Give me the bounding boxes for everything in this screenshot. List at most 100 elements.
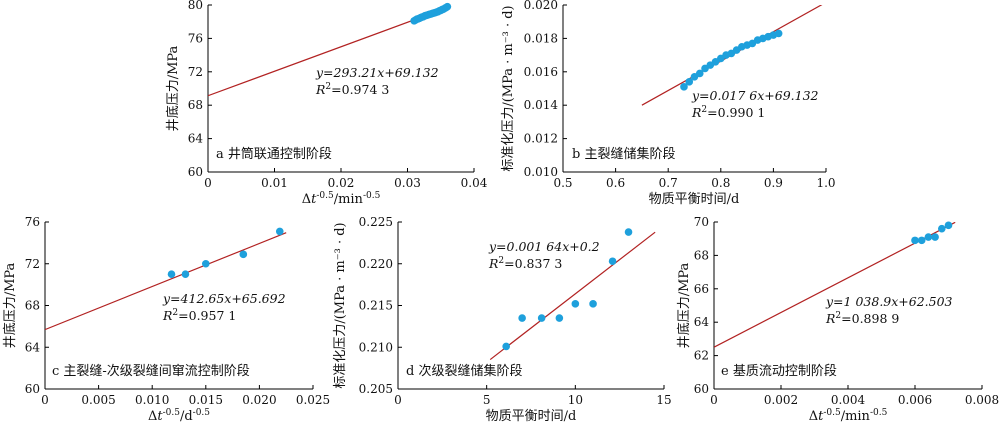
fit-equation: y=293.21x+69.132 [315, 65, 439, 80]
panel-label: c 主裂缝-次级裂缝间窜流控制阶段 [52, 363, 250, 379]
y-tick-label: 0.018 [524, 31, 558, 45]
y-tick-label: 66 [694, 282, 709, 296]
x-tick-label: 5 [483, 393, 491, 407]
y-tick-label: 70 [694, 215, 709, 229]
y-tick-label: 0.210 [359, 340, 393, 354]
x-tick-label: 1.0 [816, 176, 835, 190]
x-tick-label: 0.005 [81, 393, 115, 407]
x-tick-label: 0.002 [764, 393, 798, 407]
data-point [571, 300, 580, 308]
x-tick-label: 0.7 [659, 176, 678, 190]
x-tick-label: 0.02 [328, 176, 355, 190]
x-tick-label: 0 [204, 176, 212, 190]
x-tick-label: 0.9 [764, 176, 783, 190]
data-point [944, 221, 953, 230]
data-point [695, 69, 704, 78]
y-axis-label: 井底压力/MPa [165, 45, 181, 131]
x-tick-label: 0.015 [189, 393, 223, 407]
y-tick-label: 0.225 [359, 215, 393, 229]
data-point [275, 227, 284, 236]
y-tick-label: 64 [25, 340, 41, 354]
y-tick-label: 0.220 [359, 257, 393, 271]
y-tick-label: 68 [25, 299, 40, 313]
data-point [202, 259, 210, 268]
y-tick-label: 72 [188, 65, 203, 79]
y-axis-label: 井底压力/MPa [2, 262, 18, 348]
data-point [589, 300, 597, 308]
x-tick-label: 0.025 [296, 393, 330, 407]
x-tick-label: 0.01 [261, 176, 288, 190]
y-tick-label: 76 [188, 31, 203, 45]
chart-panel-d: 0 5 10 15 0.205 0.210 0.215 0.220 0.225 y=0.001 6… [333, 215, 672, 424]
x-axis-label: Δt-0.5/min-0.5 [809, 408, 888, 424]
fit-equation: y=0.001 64x+0.2 [488, 239, 600, 254]
x-tick-label: 0.004 [831, 393, 866, 407]
y-axis-label: 标准化压力/(MPa · m⁻³ · d) [501, 5, 516, 171]
data-point [443, 2, 452, 11]
data-point [239, 250, 248, 259]
y-tick-label: 64 [188, 132, 204, 146]
x-tick-label: 15 [656, 393, 671, 407]
data-point [518, 314, 526, 322]
y-tick-label: 0.215 [359, 299, 393, 313]
y-axis-label: 井底压力/MPa [676, 262, 692, 348]
data-point [911, 236, 919, 245]
y-tick-label: 0.014 [524, 98, 559, 112]
y-tick-label: 80 [188, 0, 203, 12]
data-point [537, 314, 546, 322]
y-tick-label: 68 [188, 98, 203, 112]
x-axis-label: 物质平衡时间/d [649, 192, 740, 207]
data-point [680, 83, 688, 91]
data-point [924, 233, 933, 241]
panel-label: b 主裂缝储集阶段 [572, 146, 675, 162]
x-axis-label: Δt-0.5/d-0.5 [148, 408, 210, 424]
data-point [938, 224, 946, 233]
r-squared: R2=0.990 1 [691, 105, 765, 120]
data-point [181, 270, 190, 278]
r-squared: R2=0.974 3 [315, 82, 389, 97]
panel-label: a 井筒联通控制阶段 [216, 146, 332, 162]
y-tick-label: 0.012 [524, 132, 558, 146]
y-tick-label: 0.016 [524, 65, 558, 79]
y-tick-label: 0.010 [524, 165, 558, 179]
r-squared: R2=0.837 3 [488, 256, 562, 271]
x-tick-label: 0 [394, 393, 402, 407]
chart-panel-e: 0 0.002 0.004 0.006 0.008 60 62 64 66 68 70 y=1 038… [676, 215, 999, 424]
x-tick-label: 0.03 [394, 176, 421, 190]
x-tick-label: 0.04 [461, 176, 488, 190]
x-tick-label: 10 [568, 393, 583, 407]
y-tick-label: 0.205 [359, 382, 393, 396]
r-squared: R2=0.957 1 [162, 308, 236, 323]
fit-equation: y=412.65x+65.692 [162, 291, 286, 306]
data-point [555, 314, 564, 322]
panel-label: d 次级裂缝储集阶段 [406, 363, 522, 379]
r-squared: R2=0.898 9 [825, 311, 899, 326]
y-tick-label: 60 [188, 165, 203, 179]
y-tick-label: 62 [694, 349, 709, 363]
x-tick-label: 0.5 [553, 176, 572, 190]
x-tick-label: 0.020 [242, 393, 276, 407]
y-tick-label: 72 [25, 257, 40, 271]
chart-panel-b: 0.5 0.6 0.7 0.8 0.9 1.0 0.010 0.012 0.014 0.016 0.… [501, 0, 836, 207]
x-axis-label: 物质平衡时间/d [486, 409, 577, 424]
data-point [917, 236, 926, 245]
y-tick-label: 60 [694, 382, 709, 396]
y-tick-label: 0.020 [524, 0, 558, 12]
data-point [167, 270, 176, 278]
data-point [502, 342, 510, 351]
y-axis-label: 标准化压力/(MPa · m⁻³ · d) [333, 222, 348, 388]
fit-line [208, 7, 448, 97]
x-tick-label: 0.008 [965, 393, 999, 407]
data-point [685, 78, 694, 86]
chart-panel-a: 0 0.01 0.02 0.03 0.04 60 64 68 72 76 80 y=293.21x+6… [165, 0, 488, 207]
x-tick-label: 0 [41, 393, 49, 407]
y-tick-label: 68 [694, 248, 709, 262]
y-tick-label: 64 [694, 315, 710, 329]
panel-label: e 基质流动控制阶段 [721, 364, 837, 379]
x-tick-label: 0.6 [606, 176, 625, 190]
x-tick-label: 0.010 [135, 393, 169, 407]
fit-equation: y=0.017 6x+69.132 [691, 88, 819, 103]
data-point [624, 228, 633, 236]
x-axis-label: Δt-0.5/min-0.5 [302, 191, 381, 207]
